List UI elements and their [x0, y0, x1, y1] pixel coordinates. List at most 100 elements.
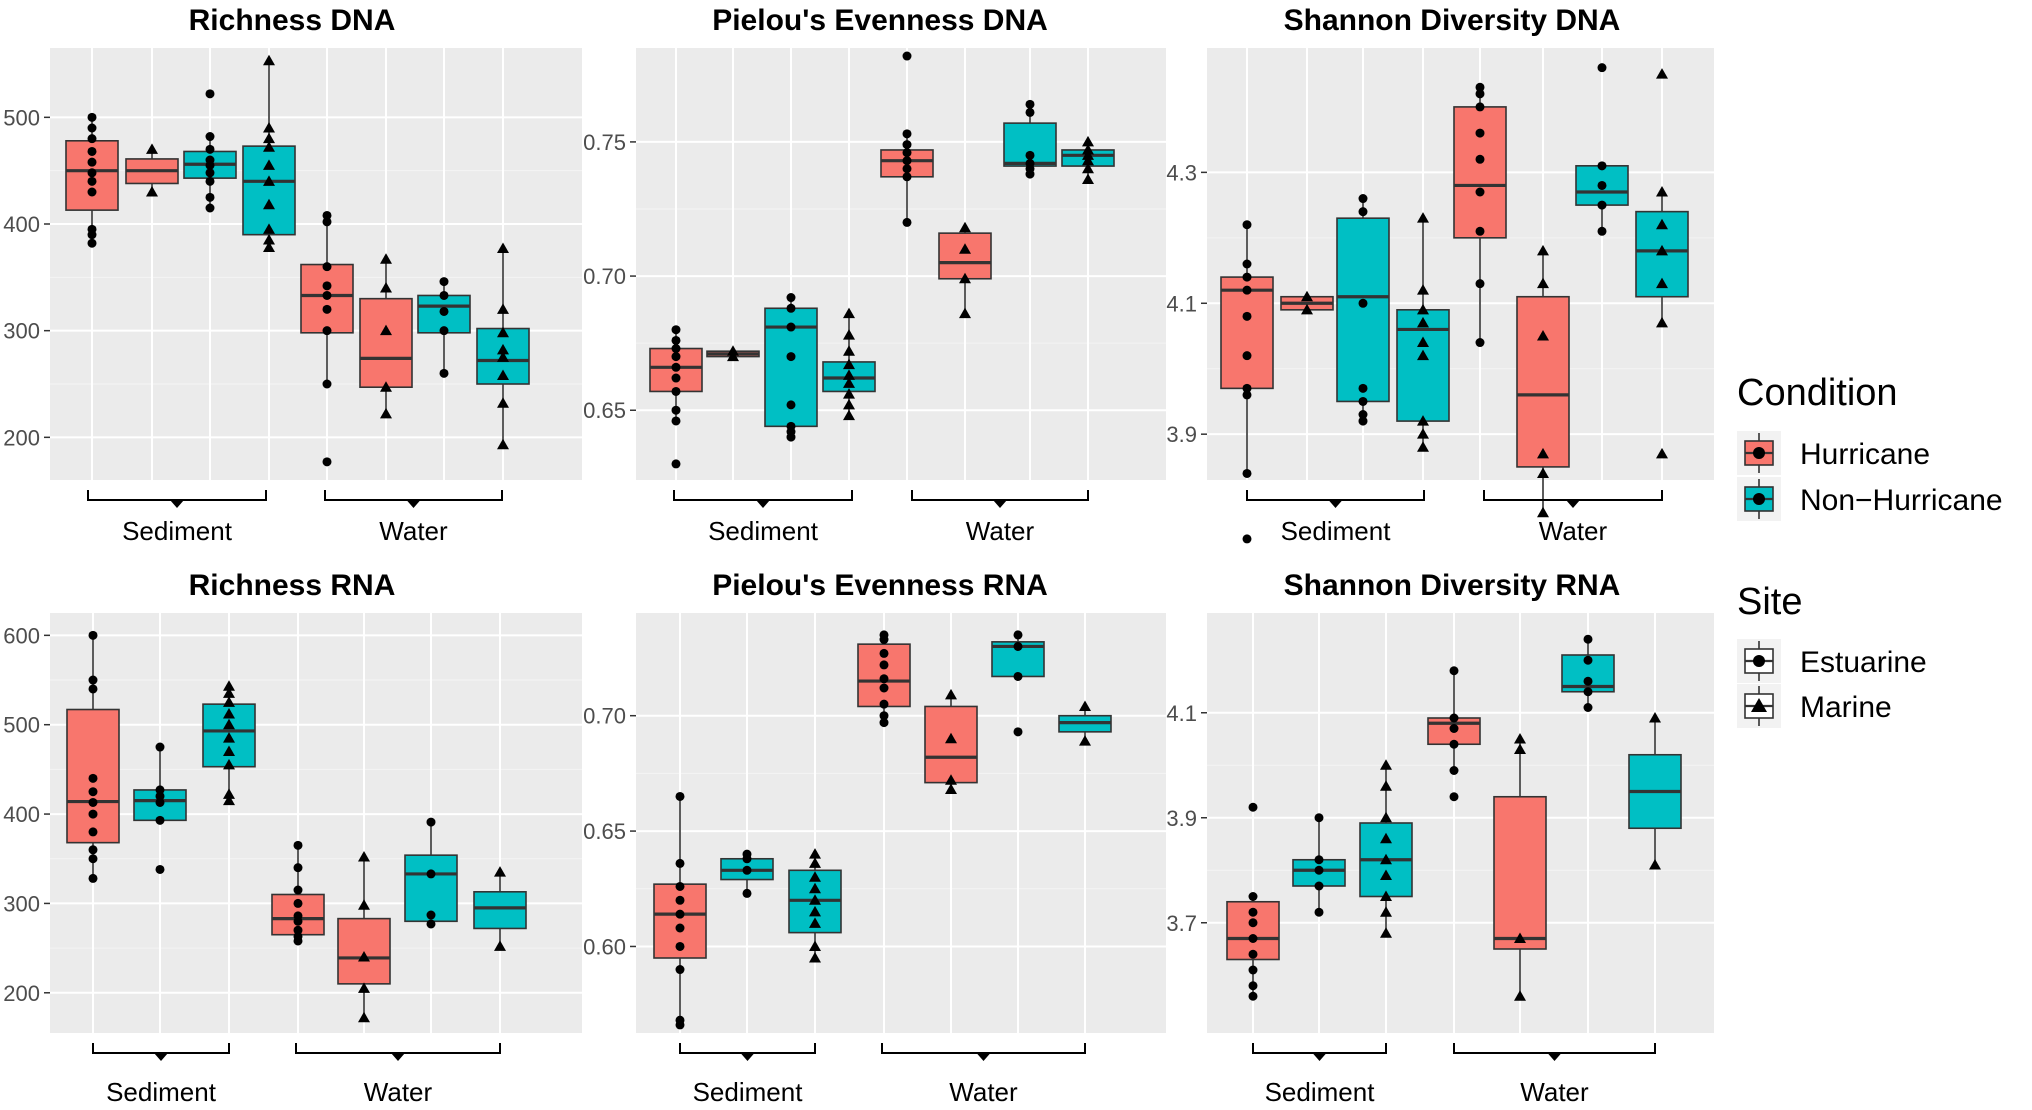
box-body — [404, 854, 458, 923]
group-bracket-sediment: Sediment — [87, 490, 267, 546]
point-estuarine — [1248, 949, 1258, 959]
box-body — [1453, 106, 1507, 239]
point-marine — [146, 143, 158, 154]
point-marine — [1380, 927, 1392, 938]
box-water-hurricane-marine — [337, 850, 391, 1023]
group-bracket-water: Water — [295, 1043, 501, 1107]
point-marine — [358, 982, 370, 993]
point-estuarine — [1597, 180, 1607, 190]
group-bracket-water: Water — [881, 1043, 1086, 1107]
point-marine — [809, 848, 821, 859]
point-estuarine — [87, 176, 97, 186]
box-water-non-hurricane-estuarine — [991, 630, 1045, 737]
legend-site-title: Site — [1737, 581, 1802, 623]
point-estuarine — [155, 742, 165, 752]
point-estuarine — [87, 224, 97, 234]
point-marine — [223, 758, 235, 770]
point-marine — [1301, 290, 1313, 302]
panel-shannon-diversity-rna: Shannon Diversity RNA 3.7 3.9 4.1 Sediment Wa… — [1166, 569, 1714, 1107]
point-marine — [1514, 733, 1526, 744]
point-marine — [146, 186, 158, 197]
box-water-non-hurricane-estuarine — [1003, 99, 1057, 179]
point-estuarine — [1475, 226, 1485, 236]
point-estuarine — [1242, 390, 1252, 400]
point-marine — [1417, 415, 1429, 426]
point-estuarine — [88, 675, 98, 685]
point-estuarine — [1242, 311, 1252, 321]
point-estuarine — [1013, 671, 1023, 681]
point-marine — [223, 732, 235, 743]
point-marine — [1082, 173, 1094, 184]
point-estuarine — [902, 172, 912, 182]
point-marine — [945, 774, 957, 785]
point-marine — [809, 952, 821, 963]
y-tick-label: 400 — [3, 802, 40, 827]
box-water-hurricane-estuarine — [880, 51, 934, 227]
plot-background — [50, 613, 582, 1033]
point-marine — [1649, 712, 1661, 723]
point-estuarine — [426, 817, 436, 827]
point-marine — [843, 377, 855, 388]
point-marine — [1079, 700, 1091, 711]
point-estuarine — [322, 457, 332, 467]
point-estuarine — [155, 797, 165, 807]
point-estuarine — [1248, 802, 1258, 812]
panel-pielou-s-evenness-rna: Pielou's Evenness RNA 0.60 0.65 0.70 Sedimen… — [583, 569, 1166, 1107]
y-tick-label: 0.60 — [583, 934, 626, 959]
point-estuarine — [675, 791, 685, 801]
point-estuarine — [1242, 351, 1252, 361]
box-sediment-hurricane-estuarine — [649, 325, 703, 469]
point-marine — [1537, 277, 1549, 289]
point-estuarine — [1475, 128, 1485, 138]
box-sediment-non-hurricane-estuarine — [183, 89, 237, 213]
point-estuarine — [155, 791, 165, 801]
point-estuarine — [1597, 200, 1607, 210]
point-estuarine — [675, 1015, 685, 1025]
point-marine — [1514, 990, 1526, 1001]
box-water-hurricane-marine — [1516, 244, 1570, 518]
point-marine — [263, 241, 275, 252]
y-tick-label: 4.3 — [1166, 160, 1197, 185]
bracket-line — [1483, 490, 1663, 501]
point-marine — [497, 343, 509, 355]
point-estuarine — [1449, 739, 1459, 749]
point-estuarine — [1314, 907, 1324, 917]
point-marine — [1656, 447, 1668, 459]
point-estuarine — [439, 290, 449, 300]
point-estuarine — [786, 293, 796, 303]
y-tick-label: 500 — [3, 105, 40, 130]
point-marine — [380, 407, 392, 419]
point-estuarine — [87, 123, 97, 133]
point-estuarine — [671, 352, 681, 362]
bracket-arrow — [1328, 500, 1343, 508]
point-marine — [497, 351, 509, 362]
point-estuarine — [293, 885, 303, 895]
point-estuarine — [1025, 158, 1035, 168]
point-marine — [727, 350, 739, 362]
point-estuarine — [1242, 285, 1252, 295]
legend-condition-hurricane-label: Hurricane — [1800, 438, 1930, 471]
point-estuarine — [1475, 338, 1485, 348]
y-tick-label: 0.65 — [583, 398, 626, 423]
point-estuarine — [293, 925, 303, 935]
box-sediment-non-hurricane-marine — [1359, 759, 1413, 938]
group-bracket-sediment: Sediment — [1246, 490, 1425, 546]
point-estuarine — [426, 869, 436, 879]
bracket-line — [881, 1043, 1086, 1054]
point-marine — [843, 369, 855, 380]
point-estuarine — [1583, 703, 1593, 712]
bracket-line — [92, 1043, 230, 1054]
point-estuarine — [1242, 534, 1252, 544]
point-marine — [1417, 303, 1429, 315]
point-marine — [1082, 154, 1094, 166]
point-marine — [945, 732, 957, 744]
point-marine — [1301, 303, 1313, 315]
box-body — [1493, 795, 1547, 950]
y-tick-label: 500 — [3, 713, 40, 738]
box-sediment-non-hurricane-marine — [202, 680, 256, 806]
y-tick-label: 300 — [3, 319, 40, 344]
point-estuarine — [87, 238, 97, 248]
point-marine — [1380, 811, 1392, 823]
point-estuarine — [1025, 99, 1035, 109]
